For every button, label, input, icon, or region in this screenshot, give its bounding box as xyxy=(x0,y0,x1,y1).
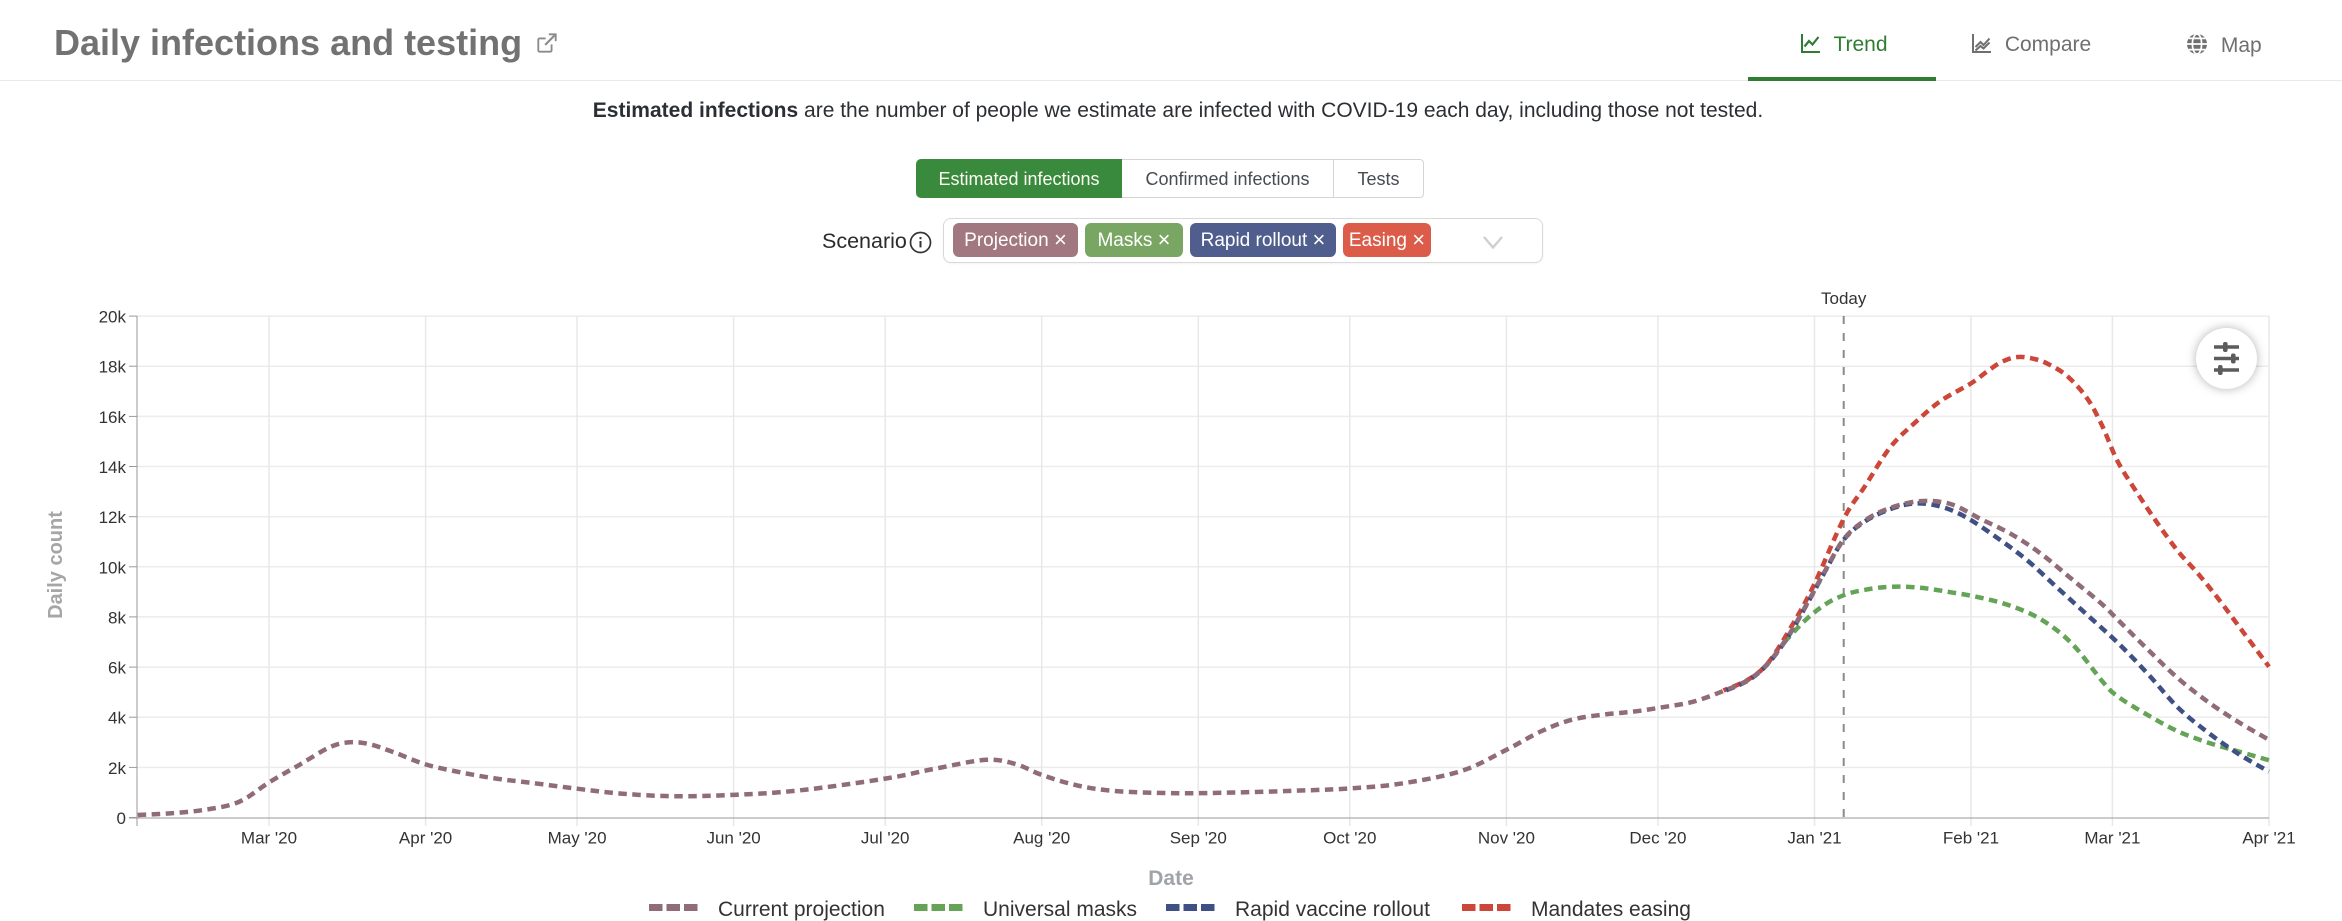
svg-text:Feb '21: Feb '21 xyxy=(1943,829,1999,848)
svg-text:20k: 20k xyxy=(99,308,127,327)
svg-text:Current projection: Current projection xyxy=(718,898,885,921)
svg-text:Apr '20: Apr '20 xyxy=(399,829,452,848)
svg-text:Jun '20: Jun '20 xyxy=(706,829,760,848)
svg-text:Dec '20: Dec '20 xyxy=(1629,829,1686,848)
svg-text:10k: 10k xyxy=(99,558,127,577)
svg-text:6k: 6k xyxy=(108,659,126,678)
svg-text:Sep '20: Sep '20 xyxy=(1170,829,1227,848)
svg-text:Mandates easing: Mandates easing xyxy=(1531,898,1691,921)
svg-text:Apr '21: Apr '21 xyxy=(2242,829,2295,848)
svg-text:Universal masks: Universal masks xyxy=(983,898,1137,921)
svg-text:2k: 2k xyxy=(108,759,126,778)
svg-text:Aug '20: Aug '20 xyxy=(1013,829,1070,848)
svg-text:Mar '21: Mar '21 xyxy=(2084,829,2140,848)
svg-text:16k: 16k xyxy=(99,408,127,427)
svg-text:Jan '21: Jan '21 xyxy=(1787,829,1841,848)
svg-text:Daily count: Daily count xyxy=(45,511,67,619)
svg-text:Date: Date xyxy=(1148,867,1194,890)
svg-text:Nov '20: Nov '20 xyxy=(1478,829,1535,848)
svg-text:8k: 8k xyxy=(108,608,126,627)
svg-text:14k: 14k xyxy=(99,458,127,477)
svg-text:12k: 12k xyxy=(99,508,127,527)
svg-text:18k: 18k xyxy=(99,358,127,377)
svg-text:0: 0 xyxy=(117,809,126,828)
svg-text:Oct '20: Oct '20 xyxy=(1323,829,1376,848)
svg-text:4k: 4k xyxy=(108,709,126,728)
svg-text:May '20: May '20 xyxy=(548,829,607,848)
svg-text:Rapid vaccine rollout: Rapid vaccine rollout xyxy=(1235,898,1430,921)
svg-text:Today: Today xyxy=(1821,289,1867,308)
svg-text:Mar '20: Mar '20 xyxy=(241,829,297,848)
svg-text:Jul '20: Jul '20 xyxy=(861,829,910,848)
